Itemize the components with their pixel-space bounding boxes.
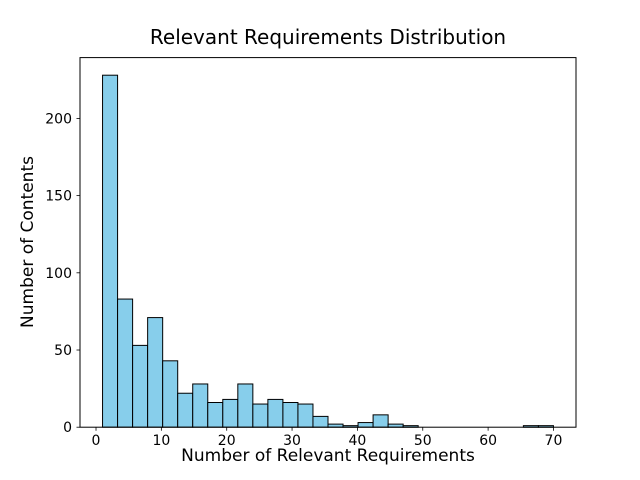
- x-tick-label: 0: [92, 433, 101, 449]
- histogram-bar: [372, 414, 389, 428]
- histogram-bar: [267, 398, 284, 428]
- histogram-bar: [132, 344, 149, 428]
- histogram-bar: [177, 392, 194, 428]
- histogram-bar: [102, 74, 119, 428]
- histogram-bar: [207, 402, 224, 428]
- histogram-bar: [237, 383, 254, 428]
- x-tick-label: 70: [545, 433, 563, 449]
- x-tick-label: 30: [283, 433, 301, 449]
- y-tick-label: 150: [45, 189, 72, 205]
- histogram-bar: [117, 298, 134, 428]
- x-axis-label: Number of Relevant Requirements: [181, 446, 475, 466]
- y-tick-label: 50: [54, 343, 72, 359]
- histogram-bar: [222, 398, 239, 428]
- y-tick-label: 200: [45, 111, 72, 127]
- x-tick-label: 50: [414, 433, 432, 449]
- histogram-bar: [147, 317, 164, 428]
- x-tick-label: 60: [479, 433, 497, 449]
- histogram-bar: [282, 402, 299, 428]
- x-tick-label: 20: [218, 433, 236, 449]
- histogram-bar: [192, 383, 209, 428]
- plot-border: [79, 57, 577, 428]
- histogram-bar: [297, 403, 314, 428]
- histogram-bar: [162, 360, 179, 428]
- y-tick-label: 100: [45, 266, 72, 282]
- histogram-bar: [357, 422, 374, 428]
- chart-title: Relevant Requirements Distribution: [149, 25, 507, 49]
- x-tick-label: 40: [348, 433, 366, 449]
- x-tick-label: 10: [152, 433, 170, 449]
- histogram-bar: [312, 415, 329, 428]
- y-tick-label: 0: [63, 420, 72, 436]
- histogram-bar: [252, 403, 269, 428]
